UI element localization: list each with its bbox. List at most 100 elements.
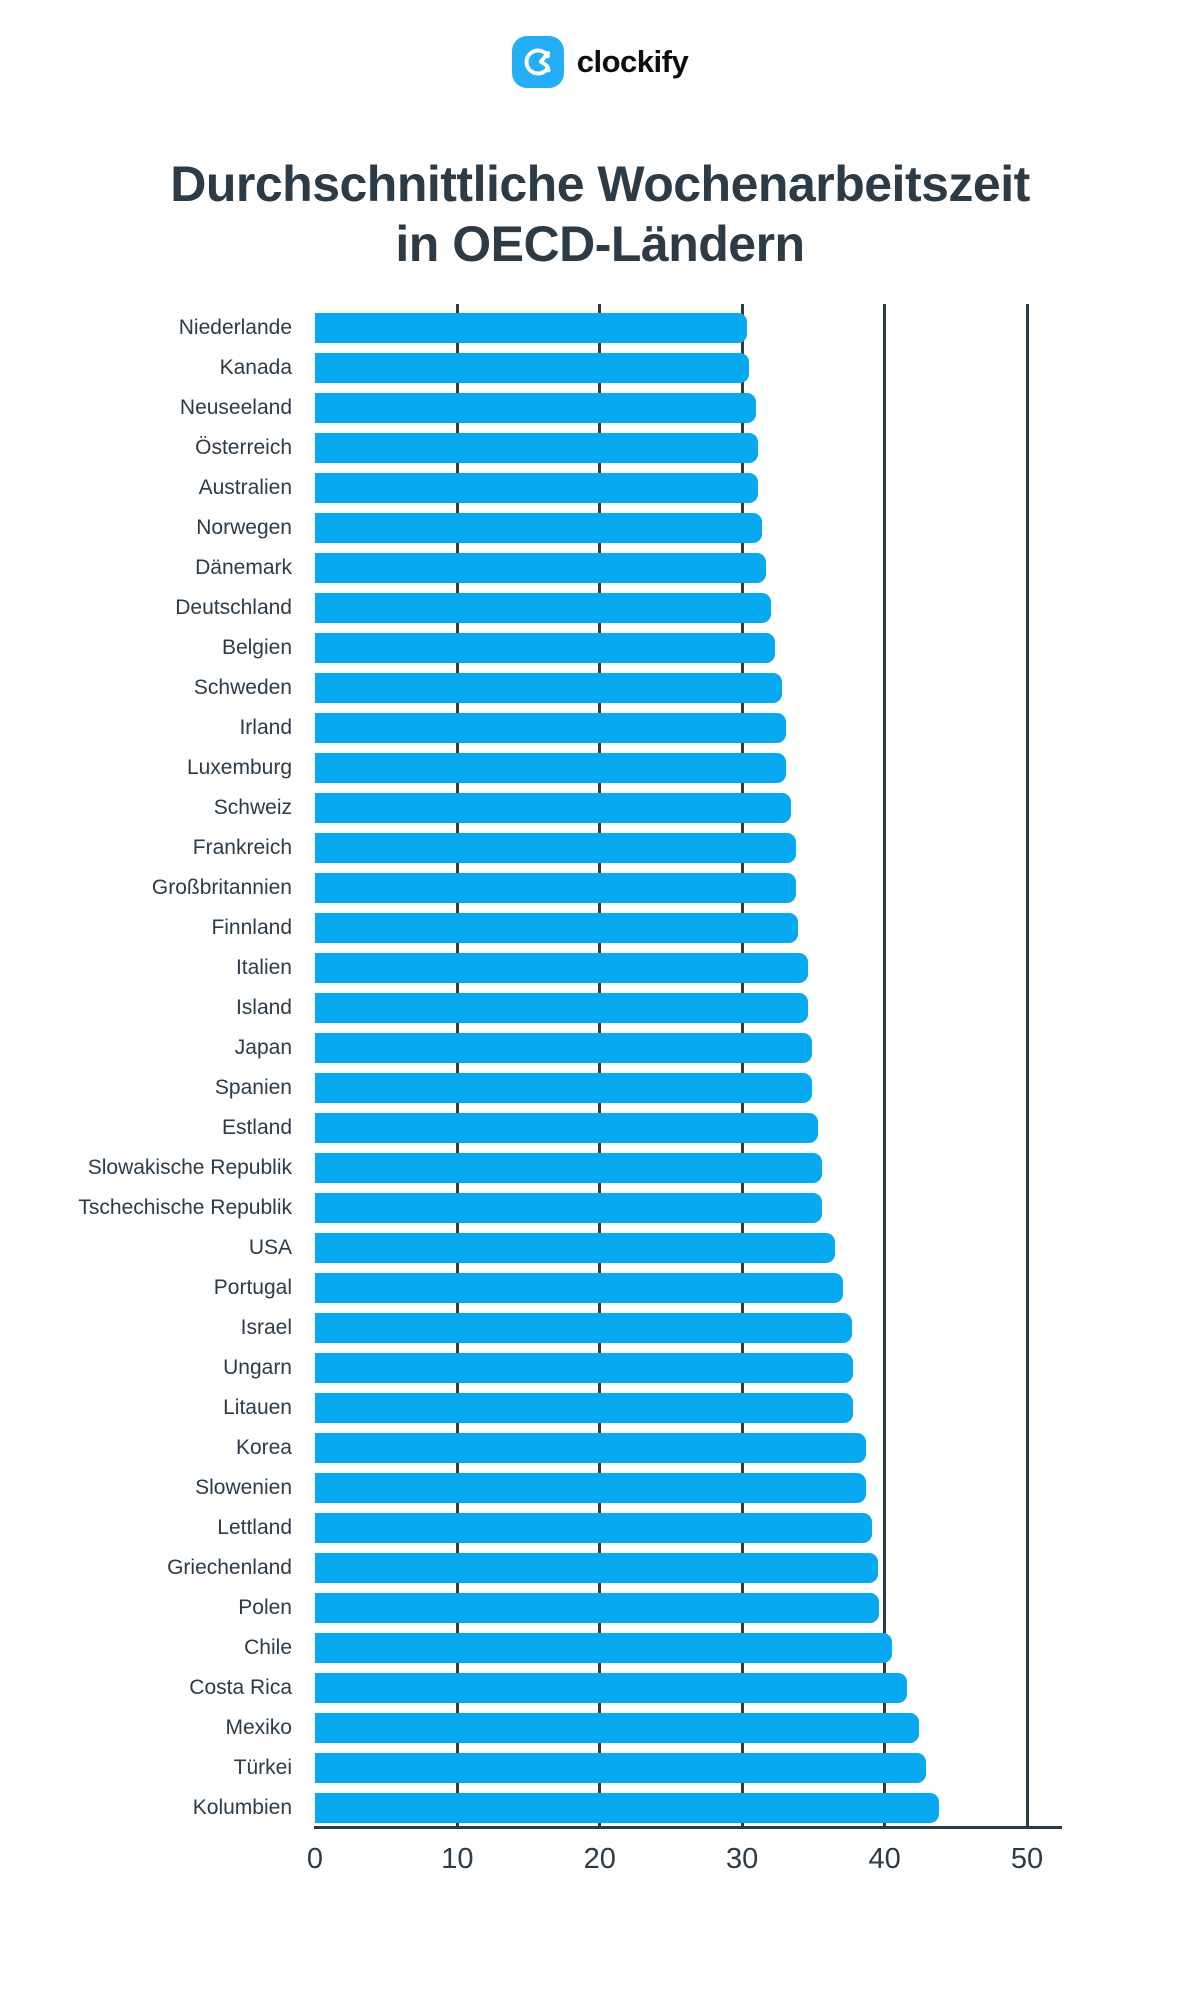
- value-bar: [315, 1633, 892, 1663]
- country-label: USA: [248, 1236, 292, 1259]
- country-label: Slowenien: [195, 1476, 292, 1499]
- chart-row: Mexiko: [0, 1708, 1200, 1748]
- value-bar: [315, 713, 787, 743]
- country-label: Türkei: [233, 1756, 292, 1779]
- value-bar: [315, 873, 797, 903]
- value-bar: [315, 1353, 854, 1383]
- x-tick-label: 30: [726, 1843, 759, 1875]
- brand-name: clockify: [576, 44, 689, 79]
- chart-row: Großbritannien: [0, 868, 1200, 908]
- value-bar: [315, 1233, 835, 1263]
- country-label: Ungarn: [223, 1356, 292, 1379]
- value-bar: [315, 1313, 852, 1343]
- chart-row: Korea: [0, 1428, 1200, 1468]
- value-bar: [315, 593, 771, 623]
- country-label: Lettland: [217, 1516, 292, 1539]
- value-bar: [315, 433, 758, 463]
- brand-header: clockify: [0, 36, 1200, 88]
- country-label: Griechenland: [167, 1556, 292, 1579]
- x-tick-label: 50: [1010, 1843, 1044, 1875]
- country-label: Irland: [239, 716, 292, 739]
- chart-row: Luxemburg: [0, 748, 1200, 788]
- chart-row: Türkei: [0, 1748, 1200, 1788]
- country-label: Costa Rica: [189, 1676, 292, 1699]
- value-bar: [315, 1713, 919, 1743]
- value-bar: [315, 1473, 867, 1503]
- chart-row: Neuseeland: [0, 388, 1200, 428]
- country-label: Frankreich: [192, 836, 292, 859]
- chart-row: Österreich: [0, 428, 1200, 468]
- country-label: Estland: [221, 1116, 292, 1139]
- country-label: Italien: [235, 956, 292, 979]
- chart-row: Irland: [0, 708, 1200, 748]
- chart-row: Kanada: [0, 348, 1200, 388]
- chart-row: Chile: [0, 1628, 1200, 1668]
- country-label: Island: [235, 996, 292, 1019]
- chart-row: Norwegen: [0, 508, 1200, 548]
- value-bar: [315, 1513, 872, 1543]
- value-bar: [315, 913, 798, 943]
- value-bar: [315, 1033, 812, 1063]
- title-line-1: Durchschnittliche Wochenarbeitszeit: [170, 155, 1030, 212]
- value-bar: [315, 1153, 822, 1183]
- country-label: Kanada: [219, 356, 292, 379]
- gridline-40: [883, 304, 887, 1826]
- value-bar: [315, 833, 797, 863]
- country-label: Dänemark: [195, 556, 292, 579]
- chart-row: Finnland: [0, 908, 1200, 948]
- x-tick-label: 0: [306, 1843, 324, 1875]
- clockify-logo-icon: [511, 36, 564, 88]
- country-label: Belgien: [221, 636, 292, 659]
- page-title: Durchschnittliche Wochenarbeitszeit in O…: [0, 154, 1200, 274]
- gridline-20: [598, 304, 602, 1826]
- value-bar: [315, 953, 808, 983]
- country-label: Spanien: [214, 1076, 292, 1099]
- chart-row: Niederlande: [0, 308, 1200, 348]
- country-label: Schweden: [193, 676, 292, 699]
- chart-row: Litauen: [0, 1388, 1200, 1428]
- gridline-10: [455, 304, 459, 1826]
- chart-row: Lettland: [0, 1508, 1200, 1548]
- x-tick-label: 40: [868, 1843, 901, 1875]
- value-bar: [315, 1793, 939, 1823]
- country-label: Japan: [234, 1036, 292, 1059]
- country-label: Tschechische Republik: [78, 1196, 292, 1219]
- value-bar: [315, 1753, 926, 1783]
- chart-row: Estland: [0, 1108, 1200, 1148]
- value-bar: [315, 1073, 812, 1103]
- chart-row: Schweden: [0, 668, 1200, 708]
- chart-row: Italien: [0, 948, 1200, 988]
- gridline-50: [1025, 304, 1029, 1826]
- value-bar: [315, 473, 758, 503]
- country-label: Polen: [238, 1596, 292, 1619]
- value-bar: [315, 553, 767, 583]
- chart-row: USA: [0, 1228, 1200, 1268]
- chart-row: Japan: [0, 1028, 1200, 1068]
- value-bar: [315, 513, 763, 543]
- chart-row: Australien: [0, 468, 1200, 508]
- x-tick-label: 20: [583, 1843, 616, 1875]
- value-bar: [315, 353, 750, 383]
- x-axis-line: [314, 1826, 1062, 1829]
- chart-row: Kolumbien: [0, 1788, 1200, 1828]
- value-bar: [315, 1193, 822, 1223]
- value-bar: [315, 1593, 879, 1623]
- country-label: Chile: [244, 1636, 292, 1659]
- country-label: Portugal: [213, 1276, 292, 1299]
- chart-row: Ungarn: [0, 1348, 1200, 1388]
- country-label: Niederlande: [178, 316, 292, 339]
- chart-row: Polen: [0, 1588, 1200, 1628]
- value-bar: [315, 633, 775, 663]
- value-bar: [315, 1553, 878, 1583]
- country-label: Großbritannien: [151, 876, 292, 899]
- country-label: Slowakische Republik: [87, 1156, 292, 1179]
- chart-row: Slowenien: [0, 1468, 1200, 1508]
- country-label: Korea: [235, 1436, 292, 1459]
- gridline-30: [740, 304, 744, 1826]
- country-label: Norwegen: [196, 516, 292, 539]
- country-label: Kolumbien: [192, 1796, 292, 1819]
- value-bar: [315, 673, 783, 703]
- country-label: Deutschland: [175, 596, 292, 619]
- country-label: Österreich: [195, 436, 292, 459]
